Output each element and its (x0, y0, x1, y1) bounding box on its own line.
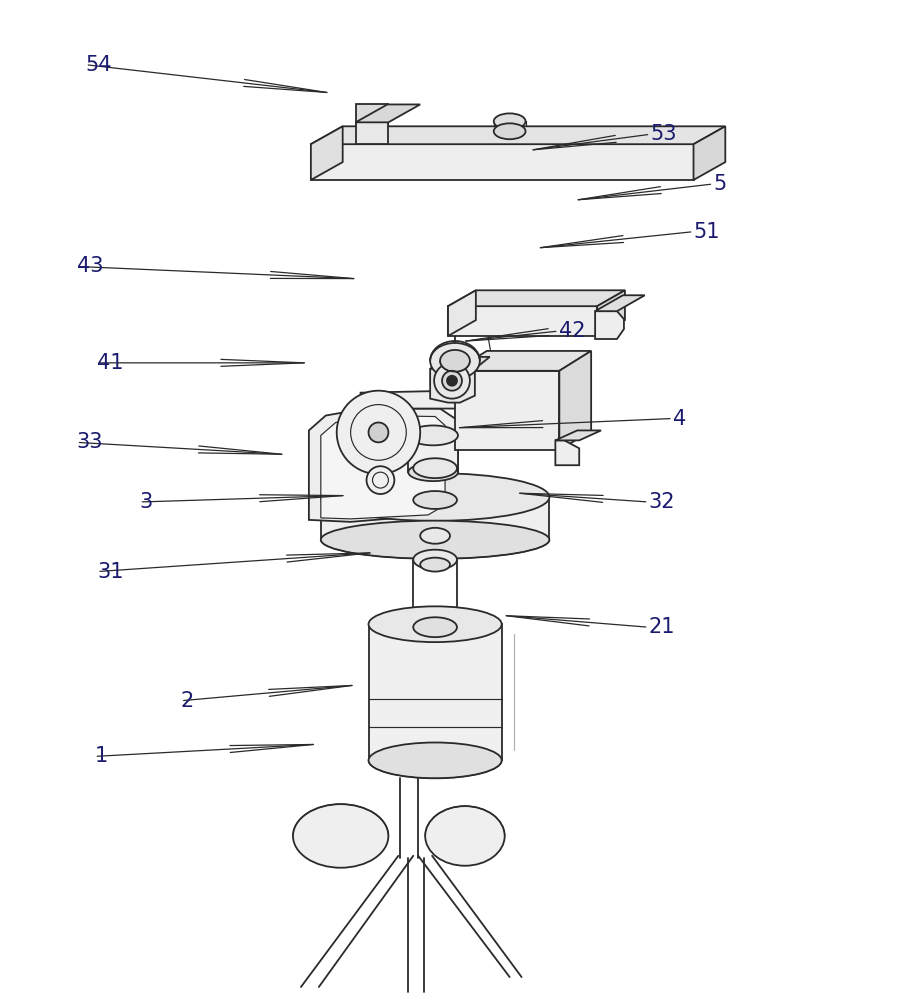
Polygon shape (559, 351, 591, 450)
Polygon shape (595, 311, 624, 339)
Polygon shape (455, 371, 559, 450)
Circle shape (368, 422, 388, 442)
Text: 42: 42 (558, 321, 586, 341)
Ellipse shape (320, 521, 549, 559)
Ellipse shape (408, 425, 458, 445)
Ellipse shape (494, 113, 526, 129)
Polygon shape (368, 624, 501, 760)
Ellipse shape (408, 463, 458, 481)
Text: 2: 2 (181, 691, 194, 711)
Circle shape (434, 363, 470, 399)
Ellipse shape (414, 617, 457, 637)
Text: 21: 21 (649, 617, 675, 637)
Polygon shape (448, 306, 597, 336)
Polygon shape (320, 416, 445, 519)
Ellipse shape (414, 458, 457, 478)
Polygon shape (430, 365, 475, 403)
Polygon shape (455, 351, 591, 371)
Circle shape (367, 466, 395, 494)
Polygon shape (448, 290, 625, 306)
Text: 32: 32 (649, 492, 675, 512)
Text: 54: 54 (86, 55, 112, 75)
Text: 31: 31 (97, 562, 124, 582)
Text: 43: 43 (77, 256, 103, 276)
Polygon shape (311, 126, 343, 180)
Ellipse shape (440, 350, 470, 372)
Ellipse shape (430, 343, 480, 379)
Text: 41: 41 (97, 353, 124, 373)
Text: 53: 53 (651, 124, 677, 144)
Polygon shape (311, 126, 725, 144)
Polygon shape (360, 391, 468, 409)
Polygon shape (556, 440, 579, 465)
Polygon shape (448, 290, 476, 336)
Polygon shape (556, 430, 601, 440)
Polygon shape (693, 126, 725, 180)
Text: 1: 1 (94, 746, 108, 766)
Text: 3: 3 (139, 492, 153, 512)
Polygon shape (309, 409, 458, 522)
Ellipse shape (368, 743, 501, 778)
Ellipse shape (494, 123, 526, 139)
Text: 33: 33 (77, 432, 103, 452)
Ellipse shape (414, 491, 457, 509)
Circle shape (442, 371, 462, 391)
Ellipse shape (320, 473, 549, 521)
Text: 4: 4 (672, 409, 686, 429)
Polygon shape (311, 144, 693, 180)
Polygon shape (595, 295, 644, 311)
Text: 51: 51 (693, 222, 720, 242)
Ellipse shape (414, 550, 457, 570)
Ellipse shape (420, 558, 450, 572)
Polygon shape (430, 357, 490, 369)
Polygon shape (320, 497, 549, 540)
Polygon shape (356, 104, 388, 126)
Circle shape (447, 376, 457, 386)
Polygon shape (597, 290, 625, 336)
Ellipse shape (420, 528, 450, 544)
Polygon shape (408, 435, 458, 472)
Ellipse shape (425, 806, 505, 866)
Ellipse shape (293, 804, 388, 868)
Text: 5: 5 (713, 174, 727, 194)
Ellipse shape (368, 606, 501, 642)
Circle shape (337, 391, 420, 474)
Polygon shape (356, 122, 388, 144)
Polygon shape (356, 104, 420, 122)
